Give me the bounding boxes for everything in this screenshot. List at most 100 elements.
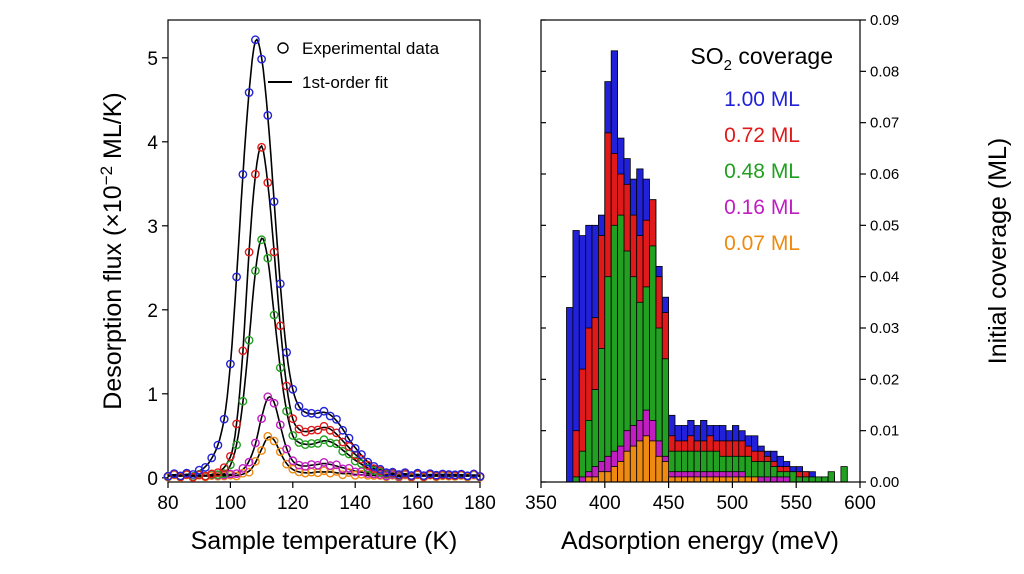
data-point (344, 442, 354, 451)
coverage-legend: 1.00 ML 0.72 ML 0.48 ML 0.16 ML 0.07 ML (724, 88, 800, 255)
data-point (294, 401, 304, 411)
data-point (200, 462, 210, 472)
data-point (350, 443, 360, 453)
left-x-tick-label: 160 (402, 493, 434, 514)
data-point (344, 433, 354, 443)
data-point (207, 469, 217, 479)
histogram-bar (572, 430, 580, 483)
histogram-bar (776, 476, 784, 483)
data-point (257, 446, 266, 455)
histogram-bar (706, 476, 714, 483)
left-y-tick-label: 5 (147, 49, 158, 70)
data-point (225, 469, 235, 479)
histogram-bar (636, 440, 644, 483)
fit-curve (167, 237, 480, 477)
legend-label-fit: 1st-order fit (302, 73, 388, 92)
left-data-points (163, 35, 485, 482)
data-point (225, 359, 235, 369)
data-point (350, 467, 360, 477)
right-x-tick-label: 600 (844, 493, 876, 514)
data-point (219, 469, 229, 479)
data-point (257, 54, 266, 64)
data-point (300, 461, 310, 471)
left-plot-frame (167, 19, 481, 483)
histogram-bar (661, 461, 670, 483)
data-point (219, 414, 229, 424)
right-plot-frame (540, 19, 861, 483)
histogram-bar (725, 476, 733, 483)
data-point (338, 464, 348, 474)
right-y-tick-label: 0.05 (870, 217, 899, 234)
data-point (238, 346, 248, 356)
left-x-tick-label: 140 (339, 493, 371, 514)
data-point (219, 463, 229, 472)
data-point (319, 421, 329, 431)
histogram-bar (604, 276, 612, 483)
data-point (238, 468, 248, 478)
histogram-bar (808, 476, 816, 483)
right-y-tick-label: 0.01 (870, 423, 899, 440)
histogram-bar (604, 471, 612, 483)
left-y-tick-label: 4 (147, 133, 158, 154)
histogram-bar (610, 224, 619, 483)
histogram-bar (591, 476, 599, 483)
left-x-axis-title: Sample temperature (K) (191, 527, 458, 555)
data-point (225, 451, 235, 461)
data-point (325, 438, 335, 448)
right-y-tick-label: 0.07 (870, 115, 899, 132)
right-x-ticks: 350 400 450 500 550 600 (525, 482, 876, 514)
data-point (288, 384, 298, 394)
data-point (319, 406, 329, 416)
data-point (275, 363, 285, 373)
histogram-bar (566, 307, 574, 483)
data-point (250, 438, 260, 448)
data-point (325, 461, 335, 470)
data-point (263, 392, 273, 402)
histogram-bar (814, 476, 823, 483)
data-point (307, 408, 316, 418)
data-point (350, 450, 360, 460)
left-fit-curves (167, 38, 481, 477)
data-point (363, 457, 373, 467)
right-y-tick-label: 0.09 (870, 12, 899, 29)
data-point (263, 178, 273, 188)
histogram-bar (668, 476, 676, 483)
histogram-bar (681, 476, 689, 483)
fit-curve (167, 144, 480, 477)
data-point (275, 321, 285, 331)
data-point (356, 459, 366, 468)
histogram-bar (585, 476, 593, 483)
histogram-bar (789, 471, 797, 483)
data-point (232, 469, 242, 478)
histogram-bar (802, 476, 810, 483)
data-point (300, 468, 310, 478)
right-y-ticks: 0.00 0.01 0.02 0.03 0.04 0.05 0.06 0.07 0.08 0.09 (541, 12, 899, 491)
histogram-bar (610, 466, 619, 483)
data-point (350, 470, 360, 480)
data-point (250, 35, 260, 45)
left-x-ticks: 80 100 120 140 160 180 (157, 482, 496, 514)
data-point (300, 427, 310, 437)
data-point (282, 347, 291, 357)
data-point (338, 425, 348, 435)
data-point (269, 197, 279, 207)
fit-curve (167, 38, 481, 477)
left-x-tick-label: 100 (215, 493, 247, 514)
histogram-bar (719, 476, 727, 483)
data-point (188, 470, 198, 479)
right-histogram-bars (566, 50, 848, 483)
right-y-tick-label: 0.04 (870, 269, 899, 286)
data-point (288, 456, 298, 466)
data-point (250, 266, 260, 276)
histogram-bar (744, 476, 753, 483)
data-point (244, 335, 254, 345)
left-legend: Experimental data 1st-order fit (268, 39, 440, 92)
data-point (269, 247, 279, 257)
coverage-legend-title: SO2 coverage (690, 43, 833, 74)
data-point (475, 472, 485, 481)
data-point (269, 310, 279, 320)
histogram-bar (617, 214, 625, 483)
data-point (313, 425, 323, 435)
data-point (307, 425, 316, 435)
